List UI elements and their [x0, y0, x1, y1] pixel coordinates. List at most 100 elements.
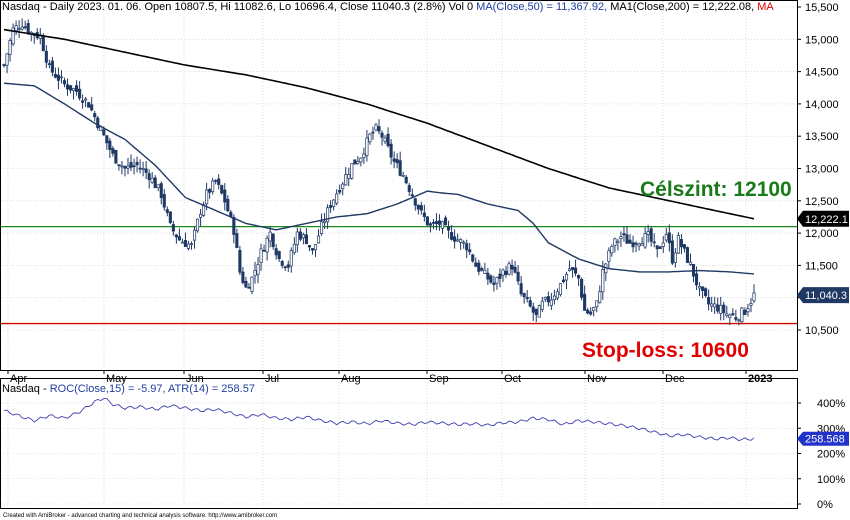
candle-body	[23, 26, 27, 29]
candle-body	[65, 84, 70, 90]
candle-body	[26, 23, 30, 34]
candle-body	[525, 297, 529, 300]
candle-body	[268, 231, 272, 242]
candle-body	[392, 158, 396, 162]
candle-body	[72, 88, 76, 91]
price-tick-label: 10,500	[805, 325, 839, 337]
candle-body	[108, 140, 112, 150]
atr-value-tag-bg	[797, 431, 849, 446]
stop-loss-annotation: Stop-loss: 10600	[582, 339, 749, 362]
candle-body	[725, 313, 729, 316]
candle-body	[685, 247, 690, 263]
candle-body	[543, 297, 547, 300]
candles-group	[2, 18, 756, 326]
candle-body	[171, 224, 175, 232]
candle-body	[50, 60, 54, 73]
candle-body	[416, 204, 420, 210]
candle-body	[546, 296, 550, 303]
candle-body	[404, 176, 408, 184]
candle-body	[459, 238, 463, 243]
candle-body	[667, 232, 671, 244]
candle-body	[256, 264, 260, 275]
candle-body	[292, 243, 296, 253]
candle-body	[752, 292, 756, 302]
candle-body	[658, 246, 662, 249]
candle-body	[93, 113, 97, 118]
last-price-tag-bg	[797, 287, 849, 304]
price-tick-label: 12,500	[805, 196, 839, 208]
header-ma200: MA1(Close,200) = 12,222.08,	[610, 1, 755, 13]
candle-body	[622, 233, 626, 236]
candle-body	[710, 303, 714, 307]
candle-body	[528, 300, 532, 307]
candle-body	[516, 271, 520, 282]
candle-body	[253, 270, 257, 277]
candle-body	[407, 185, 411, 192]
header-ma-tail: MA	[757, 1, 774, 13]
candle-body	[595, 300, 599, 308]
candle-body	[265, 237, 269, 253]
price-panel-frame	[0, 0, 798, 371]
candle-body	[722, 304, 726, 314]
atr-tick-label: 400%	[817, 398, 845, 410]
candle-body	[613, 238, 617, 246]
candle-body	[365, 137, 369, 156]
candle-body	[643, 233, 647, 248]
candle-body	[682, 244, 686, 249]
candle-body	[443, 217, 448, 226]
candle-body	[377, 126, 381, 132]
candle-body	[607, 250, 611, 262]
candle-body	[223, 189, 227, 203]
candle-body	[625, 234, 629, 244]
candle-body	[359, 157, 363, 163]
candle-body	[132, 165, 136, 168]
candle-body	[168, 211, 172, 223]
price-header: Nasdaq - Daily 2023. 01. 06. Open 10807.…	[2, 1, 774, 13]
candle-body	[247, 286, 251, 289]
candle-body	[244, 280, 248, 288]
candle-body	[616, 240, 620, 243]
candle-body	[462, 241, 466, 244]
candle-body	[743, 309, 747, 315]
candle-body	[183, 240, 188, 247]
month-label: Aug	[341, 373, 361, 385]
candle-body	[68, 85, 73, 91]
candle-body	[704, 288, 708, 296]
candle-body	[280, 261, 284, 266]
candle-body	[422, 212, 426, 218]
price-tick-label: 14,500	[805, 67, 839, 79]
candle-body	[362, 153, 366, 158]
candle-body	[495, 277, 499, 284]
candle-body	[144, 168, 148, 173]
candle-body	[501, 269, 505, 276]
price-tick-label: 15,000	[805, 34, 839, 46]
candle-body	[486, 272, 490, 280]
candle-body	[232, 216, 236, 235]
atr-tick-label: 100%	[817, 474, 845, 486]
month-label: Oct	[504, 373, 521, 385]
candle-body	[701, 286, 705, 291]
candle-body	[688, 261, 693, 265]
candle-body	[519, 283, 523, 295]
candle-body	[44, 50, 48, 63]
candle-body	[425, 216, 429, 226]
candle-body	[41, 36, 45, 51]
candle-body	[332, 199, 336, 207]
candle-body	[634, 242, 638, 245]
candle-body	[304, 234, 308, 245]
candle-body	[737, 319, 741, 322]
month-label: Dec	[665, 373, 685, 385]
price-tick-label: 13,500	[805, 131, 839, 143]
month-label: Sep	[429, 373, 449, 385]
candle-body	[368, 133, 372, 143]
candle-body	[283, 266, 287, 269]
candle-body	[313, 244, 318, 251]
month-label: Nov	[587, 373, 607, 385]
candle-body	[111, 148, 115, 154]
atr-value-tag: 258.568	[797, 431, 849, 446]
candle-body	[347, 174, 351, 179]
candle-body	[592, 307, 596, 312]
candle-body	[413, 198, 417, 206]
candle-body	[586, 309, 590, 314]
